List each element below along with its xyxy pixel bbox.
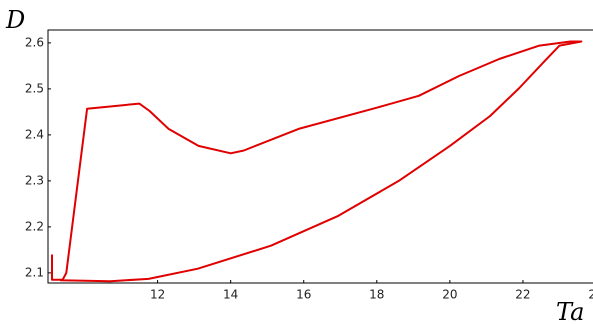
data-line xyxy=(51,40,583,283)
y-tick-label: 2.3 xyxy=(25,173,44,187)
x-axis-label: Ta xyxy=(556,298,584,324)
y-tick-label: 2.1 xyxy=(25,265,44,279)
x-tick-label: 24 xyxy=(588,288,593,302)
y-tick-label: 2.6 xyxy=(25,35,44,49)
y-axis-label: D xyxy=(5,6,25,34)
x-tick-label: 12 xyxy=(150,288,165,302)
y-tick-label: 2.4 xyxy=(25,127,44,141)
x-tick-label: 14 xyxy=(223,288,238,302)
plot-frame xyxy=(47,29,593,284)
x-tick-label: 20 xyxy=(442,288,457,302)
y-tick-label: 2.2 xyxy=(25,219,44,233)
y-tick-label: 2.5 xyxy=(25,81,44,95)
x-tick-label: 22 xyxy=(515,288,530,302)
x-tick-label: 18 xyxy=(369,288,384,302)
x-tick-label: 16 xyxy=(296,288,311,302)
